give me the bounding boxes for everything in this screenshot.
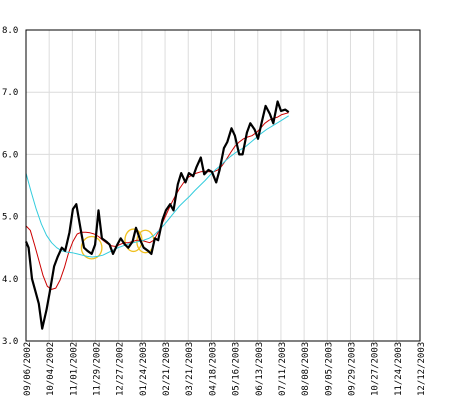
x-tick-label: 11/01/2002 [69,342,79,396]
x-tick-label: 04/18/2003 [208,342,218,396]
y-tick-label: 3.0 [2,337,18,347]
x-tick-label: 10/27/2003 [371,342,381,396]
y-tick-label: 4.0 [2,275,18,285]
y-tick-label: 7.0 [2,88,18,98]
x-tick-label: 12/12/2003 [417,342,427,396]
price-series-line [24,100,290,330]
x-tick-label: 11/29/2002 [93,342,103,396]
x-tick-label: 11/24/2003 [394,342,404,396]
x-tick-label: 07/11/2003 [278,342,288,396]
x-tick-label: 02/21/2003 [162,342,172,396]
y-tick-label: 5.0 [2,213,18,223]
y-tick-label: 8.0 [2,26,18,36]
y-tick-label: 6.0 [2,150,18,160]
x-axis-labels: 09/06/2002 10/04/2002 11/01/2002 11/29/2002… [23,342,427,396]
short-moving-average-line [25,112,289,290]
x-tick-label: 09/29/2003 [347,342,357,396]
x-tick-label: 03/21/2003 [185,342,195,396]
x-tick-label: 09/05/2003 [324,342,334,396]
x-tick-label: 06/13/2003 [255,342,265,396]
plot-frame [25,29,421,342]
x-tick-label: 12/27/2002 [116,342,126,396]
y-axis-labels: 3.0 4.0 5.0 6.0 7.0 8.0 [2,26,18,347]
x-tick-label: 01/24/2003 [139,342,149,396]
grid [26,29,420,342]
annotation-ellipse [80,235,103,260]
x-tick-label: 08/08/2003 [301,342,311,396]
series-layer [24,100,290,330]
x-tick-label: 10/04/2002 [46,342,56,396]
x-tick-label: 09/06/2002 [23,342,33,396]
x-tick-label: 05/16/2003 [232,342,242,396]
